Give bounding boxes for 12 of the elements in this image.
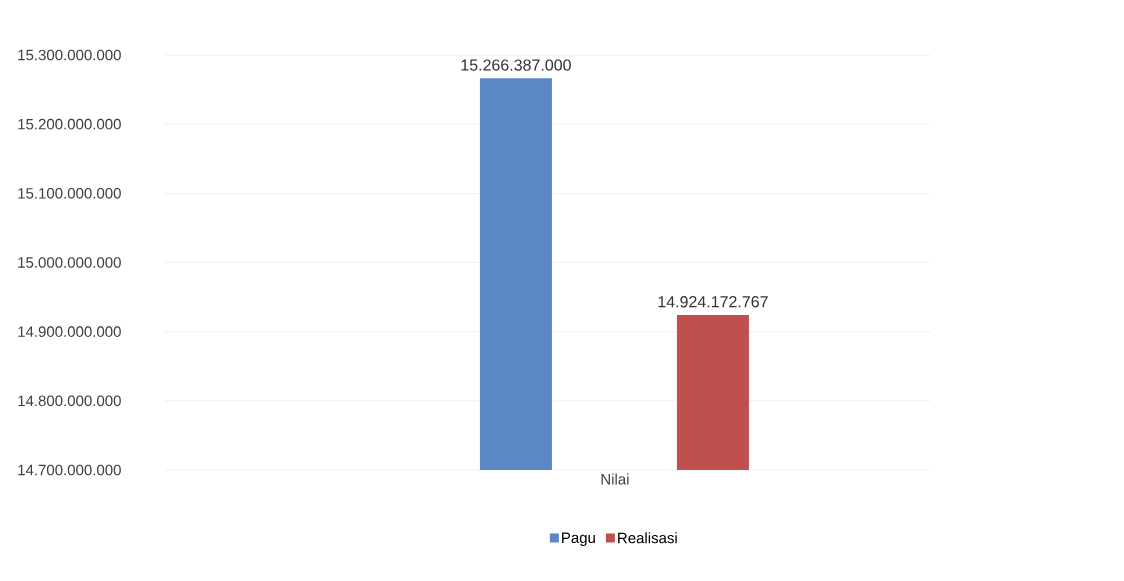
legend-label: Pagu — [562, 532, 595, 546]
data-label: 14.924.172.767 — [658, 296, 768, 308]
y-tick-label: 14.800.000.000 — [18, 395, 121, 407]
legend-label: Realisasi — [618, 532, 677, 544]
x-tick-label: Nilai — [601, 473, 629, 485]
y-tick-label: 15.200.000.000 — [18, 118, 121, 130]
y-tick-label: 14.700.000.000 — [18, 464, 121, 476]
y-tick-label: 15.300.000.000 — [18, 49, 121, 61]
y-tick-label: 15.000.000.000 — [18, 257, 121, 268]
data-label: 15.266.387.000 — [461, 59, 571, 71]
y-tick-label: 15.100.000.000 — [18, 188, 121, 199]
y-tick-label: 14.900.000.000 — [18, 326, 121, 337]
